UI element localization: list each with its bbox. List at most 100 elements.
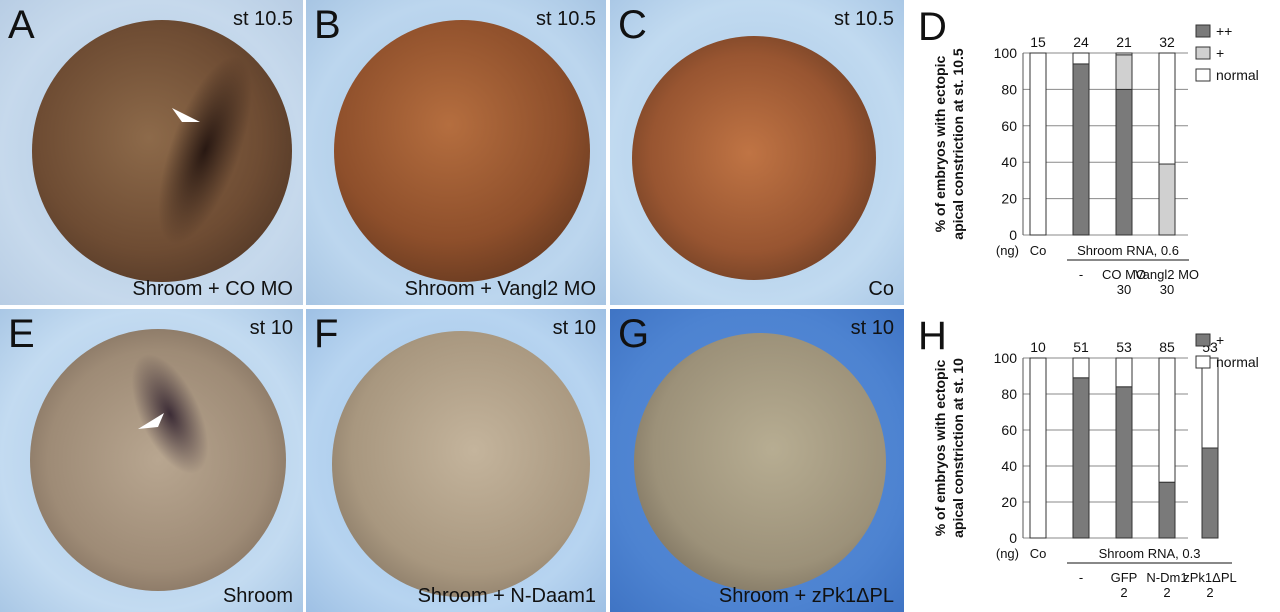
y-tick-label: 0 xyxy=(1009,227,1017,243)
legend-label: normal xyxy=(1216,67,1259,83)
embryo-image xyxy=(332,331,590,597)
unit-label: (ng) xyxy=(996,546,1019,561)
y-axis-label: % of embryos with ectopic xyxy=(932,359,948,536)
category-label: GFP xyxy=(1111,570,1138,585)
y-axis-label: apical constriction at st. 10.5 xyxy=(950,48,966,240)
embryo-image xyxy=(334,20,590,282)
bar-segment xyxy=(1029,357,1047,539)
bar-segment xyxy=(1115,54,1133,90)
bar-segment xyxy=(1201,357,1219,449)
panel-letter: G xyxy=(618,312,650,356)
category-label: Vangl2 MO xyxy=(1135,267,1199,282)
panel-caption: Co xyxy=(868,278,894,300)
legend-label: ++ xyxy=(1216,23,1232,39)
y-tick-label: 60 xyxy=(1001,118,1017,134)
bar-segment xyxy=(1115,52,1133,56)
panel-caption: Shroom + Vangl2 MO xyxy=(404,278,596,300)
group-label: Shroom RNA, 0.3 xyxy=(1099,546,1201,561)
stage-label: st 10 xyxy=(552,317,596,339)
bar-segment xyxy=(1115,88,1133,236)
n-label: 53 xyxy=(1116,339,1132,355)
n-label: 24 xyxy=(1073,34,1089,50)
panel-letter: D xyxy=(918,5,947,49)
category-label: - xyxy=(1079,267,1083,282)
y-tick-label: 80 xyxy=(1001,81,1017,97)
unit-label: (ng) xyxy=(996,243,1019,258)
category-label: N-Dm1 xyxy=(1146,570,1187,585)
stage-label: st 10 xyxy=(249,317,293,339)
panel-a: A st 10.5 Shroom + CO MO xyxy=(0,0,303,305)
panel-caption: Shroom + N-Daam1 xyxy=(417,585,596,607)
bar-segment xyxy=(1072,377,1090,539)
legend-swatch xyxy=(1195,333,1211,347)
bar-segment xyxy=(1029,52,1047,236)
n-label: 32 xyxy=(1159,34,1175,50)
y-tick-label: 100 xyxy=(994,45,1018,61)
y-tick-label: 100 xyxy=(994,350,1018,366)
n-label: 21 xyxy=(1116,34,1132,50)
panel-g: G st 10 Shroom + zPk1ΔPL xyxy=(610,309,904,612)
legend-swatch xyxy=(1195,68,1211,82)
panel-caption: Shroom xyxy=(222,585,293,607)
n-label: 51 xyxy=(1073,339,1089,355)
n-label: 85 xyxy=(1159,339,1175,355)
panel-caption: Shroom + zPk1ΔPL xyxy=(718,585,894,607)
embryo-image xyxy=(632,36,876,280)
panel-letter: F xyxy=(314,312,339,356)
legend-label: normal xyxy=(1216,354,1259,370)
category-label: zPk1ΔPL xyxy=(1183,570,1237,585)
bar-segment xyxy=(1072,63,1090,236)
category-sublabel: 2 xyxy=(1120,585,1127,600)
bar-segment xyxy=(1201,447,1219,539)
y-tick-label: 60 xyxy=(1001,422,1017,438)
stage-label: st 10.5 xyxy=(833,8,894,30)
n-label: 10 xyxy=(1030,339,1046,355)
panel-letter: E xyxy=(8,312,35,356)
category-sublabel: 2 xyxy=(1163,585,1170,600)
category-label: Co xyxy=(1030,243,1047,258)
bar-segment xyxy=(1158,163,1176,236)
group-label: Shroom RNA, 0.6 xyxy=(1077,243,1179,258)
stage-label: st 10.5 xyxy=(232,8,293,30)
panel-b: B st 10.5 Shroom + Vangl2 MO xyxy=(306,0,606,305)
panel-letter: B xyxy=(314,3,341,47)
bar-segment xyxy=(1158,52,1176,165)
legend-swatch xyxy=(1195,46,1211,60)
category-label: CO MO xyxy=(1102,267,1146,282)
legend-label: + xyxy=(1216,45,1224,61)
bar-segment xyxy=(1158,481,1176,539)
y-tick-label: 40 xyxy=(1001,458,1017,474)
chart-d: D % of embryos with ectopic apical constri… xyxy=(918,5,1259,297)
bar-segment xyxy=(1072,357,1090,379)
y-tick-label: 40 xyxy=(1001,154,1017,170)
panel-caption: Shroom + CO MO xyxy=(132,278,293,300)
y-tick-label: 80 xyxy=(1001,386,1017,402)
panel-letter: A xyxy=(8,3,35,47)
bar-segment xyxy=(1072,52,1090,65)
y-axis-label: apical constriction at st. 10 xyxy=(950,358,966,538)
bar-segment xyxy=(1115,386,1133,539)
arrowhead-icon xyxy=(138,413,164,429)
y-axis-label: % of embryos with ectopic xyxy=(932,55,948,232)
panel-c: C st 10.5 Co xyxy=(610,0,904,305)
panel-f: F st 10 Shroom + N-Daam1 xyxy=(306,309,606,612)
legend-swatch xyxy=(1195,355,1211,369)
embryo-image xyxy=(634,333,886,591)
panel-e: E st 10 Shroom xyxy=(0,309,303,612)
y-tick-label: 0 xyxy=(1009,530,1017,546)
embryo-image xyxy=(32,20,292,282)
panel-letter: C xyxy=(618,3,647,47)
bar-segment xyxy=(1158,357,1176,483)
stage-label: st 10 xyxy=(850,317,894,339)
chart-h: H% of embryos with ectopic apical constri… xyxy=(918,314,1259,600)
category-label: - xyxy=(1079,570,1083,585)
y-tick-label: 20 xyxy=(1001,494,1017,510)
bar-segment xyxy=(1115,357,1133,388)
arrowhead-icon xyxy=(172,108,200,122)
category-sublabel: 2 xyxy=(1206,585,1213,600)
n-label: 15 xyxy=(1030,34,1046,50)
panel-letter: H xyxy=(918,314,947,358)
stage-label: st 10.5 xyxy=(535,8,596,30)
category-label: Co xyxy=(1030,546,1047,561)
legend-swatch xyxy=(1195,24,1211,38)
